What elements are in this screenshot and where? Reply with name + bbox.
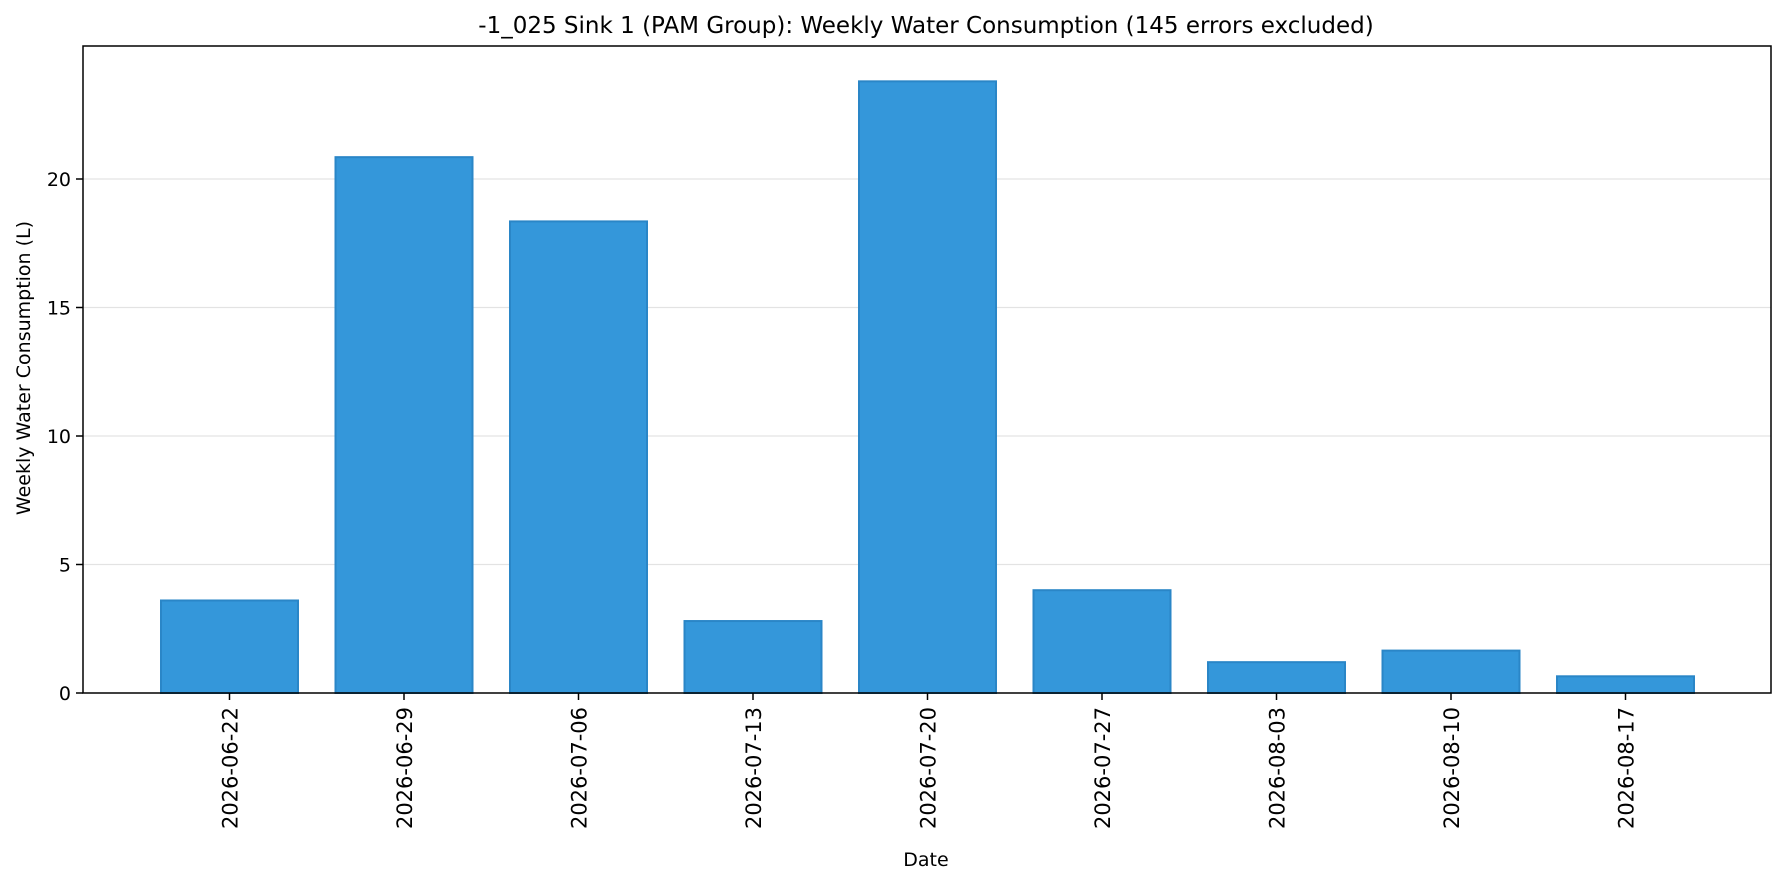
- bar-2026-08-17: [1556, 675, 1695, 694]
- bar-2026-06-22: [160, 599, 299, 694]
- y-tick-label: 5: [59, 555, 71, 577]
- x-tick-label: 2026-07-06: [568, 707, 592, 829]
- y-axis-ticks: 0 5 10 15 20: [47, 169, 83, 705]
- x-tick-label: 2026-06-29: [393, 707, 417, 829]
- y-tick-label: 20: [47, 169, 71, 191]
- x-axis-ticks: 2026-06-22 2026-06-29 2026-07-06 2026-07-13…: [219, 693, 1639, 829]
- x-tick-label: 2026-08-17: [1615, 707, 1639, 829]
- bar-2026-07-27: [1032, 589, 1172, 695]
- y-tick-label: 15: [47, 298, 71, 320]
- bar-2026-07-06: [509, 220, 648, 694]
- x-tick-label: 2026-07-13: [742, 707, 766, 829]
- y-axis-label: Weekly Water Consumption (L): [13, 221, 35, 515]
- bar-2026-06-29: [334, 156, 474, 694]
- bar-2026-07-20: [858, 80, 997, 694]
- y-tick-label: 10: [47, 426, 71, 448]
- y-tick-label: 0: [59, 683, 71, 705]
- x-tick-label: 2026-06-22: [219, 707, 243, 829]
- bar-2026-08-03: [1207, 661, 1346, 694]
- x-tick-label: 2026-07-20: [917, 707, 941, 829]
- x-tick-label: 2026-08-03: [1266, 707, 1290, 829]
- x-axis-label: Date: [903, 849, 948, 871]
- x-tick-label: 2026-07-27: [1091, 707, 1115, 829]
- bar-2026-07-13: [683, 620, 823, 694]
- bars: [160, 80, 1695, 695]
- chart-title: -1_025 Sink 1 (PAM Group): Weekly Water …: [478, 13, 1373, 39]
- x-tick-label: 2026-08-10: [1440, 707, 1464, 829]
- bar-2026-08-10: [1381, 649, 1521, 694]
